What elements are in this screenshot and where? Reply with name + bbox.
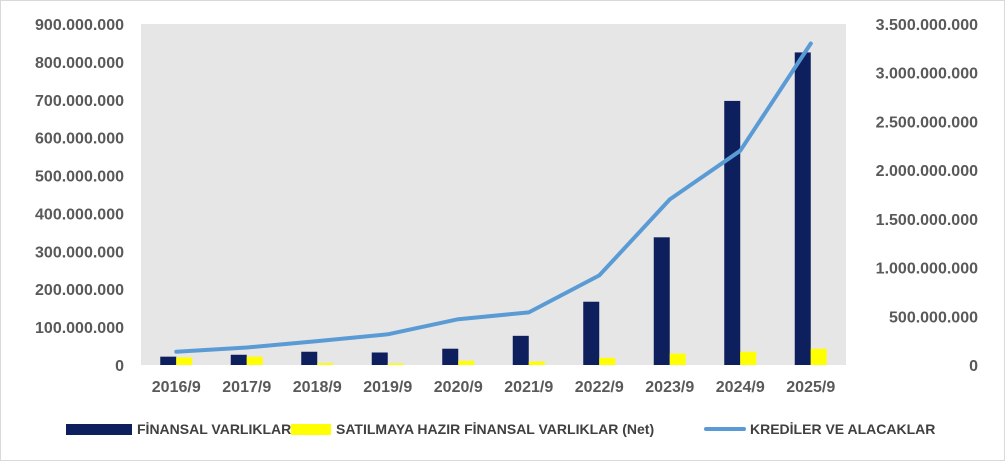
left-axis-tick-label: 700.000.000 (35, 93, 124, 110)
bar-satilmaya-2025/9 (810, 348, 827, 365)
bar-satilmaya-2016/9 (176, 357, 193, 365)
left-axis-ticks: 0 100.000.000 200.000.000 300.000.000 400.00… (35, 17, 124, 375)
x-axis-tick-label: 2022/9 (575, 379, 624, 396)
right-axis-tick-label: 2.000.000.000 (876, 163, 978, 180)
x-axis-tick-label: 2024/9 (716, 379, 765, 396)
right-axis-ticks: 0 500.000.000 1.000.000.000 1.500.000.000 2.… (876, 17, 978, 375)
left-axis-tick-label: 100.000.000 (35, 320, 124, 337)
bar-finansal-2018/9 (301, 351, 318, 365)
bar-satilmaya-2019/9 (387, 363, 404, 365)
legend-label-satilmaya: SATILMAYA HAZIR FİNANSAL VARLIKLAR (Net) (336, 421, 654, 437)
bar-finansal-2024/9 (724, 100, 741, 366)
x-axis-tick-label: 2020/9 (434, 379, 483, 396)
bar-finansal-2023/9 (653, 237, 670, 365)
bar-satilmaya-2017/9 (246, 356, 263, 365)
right-axis-tick-label: 3.000.000.000 (876, 66, 978, 83)
bar-satilmaya-2018/9 (317, 363, 334, 365)
left-axis-tick-label: 0 (115, 358, 124, 375)
bar-satilmaya-2023/9 (669, 353, 686, 365)
x-axis-tick-label: 2016/9 (152, 379, 201, 396)
legend: FİNANSAL VARLIKLAR SATILMAYA HAZIR FİNAN… (66, 421, 935, 437)
x-axis-tick-label: 2023/9 (645, 379, 694, 396)
legend-label-krediler: KREDİLER VE ALACAKLAR (750, 421, 935, 437)
left-axis-tick-label: 200.000.000 (35, 282, 124, 299)
bar-satilmaya-2022/9 (599, 357, 616, 365)
bar-finansal-2021/9 (512, 335, 529, 365)
left-axis-tick-label: 300.000.000 (35, 244, 124, 261)
left-axis-tick-label: 600.000.000 (35, 131, 124, 148)
bar-finansal-2025/9 (794, 52, 811, 366)
left-axis-tick-label: 800.000.000 (35, 55, 124, 72)
krediler-line (174, 41, 813, 354)
x-axis-tick-label: 2018/9 (293, 379, 342, 396)
right-axis-tick-label: 2.500.000.000 (876, 114, 978, 131)
x-axis-tick-label: 2021/9 (504, 379, 553, 396)
right-axis-tick-label: 500.000.000 (889, 309, 978, 326)
x-axis-ticks: 2016/9 2017/9 2018/9 2019/9 2020/9 2021/9 2022… (152, 379, 836, 396)
bar-finansal-2016/9 (160, 356, 177, 365)
left-axis-tick-label: 500.000.000 (35, 169, 124, 186)
right-axis-tick-label: 0 (969, 358, 978, 375)
bar-finansal-2022/9 (583, 301, 600, 365)
satilmaya-hazir-bars (176, 348, 827, 365)
bar-finansal-2020/9 (442, 348, 459, 365)
bar-satilmaya-2021/9 (528, 361, 545, 365)
right-axis-tick-label: 1.500.000.000 (876, 212, 978, 229)
finansal-varliklar-bars (160, 52, 811, 366)
left-axis-tick-label: 900.000.000 (35, 17, 124, 34)
bar-satilmaya-2020/9 (458, 360, 475, 365)
bar-finansal-2017/9 (230, 354, 247, 365)
bar-finansal-2019/9 (371, 352, 388, 365)
legend-label-finansal: FİNANSAL VARLIKLAR (137, 421, 291, 437)
legend-swatch-satilmaya (291, 424, 331, 435)
x-axis-tick-label: 2025/9 (786, 379, 835, 396)
right-axis-tick-label: 3.500.000.000 (876, 17, 978, 34)
x-axis-tick-label: 2017/9 (222, 379, 271, 396)
x-axis-tick-label: 2019/9 (363, 379, 412, 396)
legend-swatch-finansal (66, 424, 132, 435)
bar-satilmaya-2024/9 (740, 351, 757, 365)
right-axis-tick-label: 1.000.000.000 (876, 261, 978, 278)
left-axis-tick-label: 400.000.000 (35, 206, 124, 223)
